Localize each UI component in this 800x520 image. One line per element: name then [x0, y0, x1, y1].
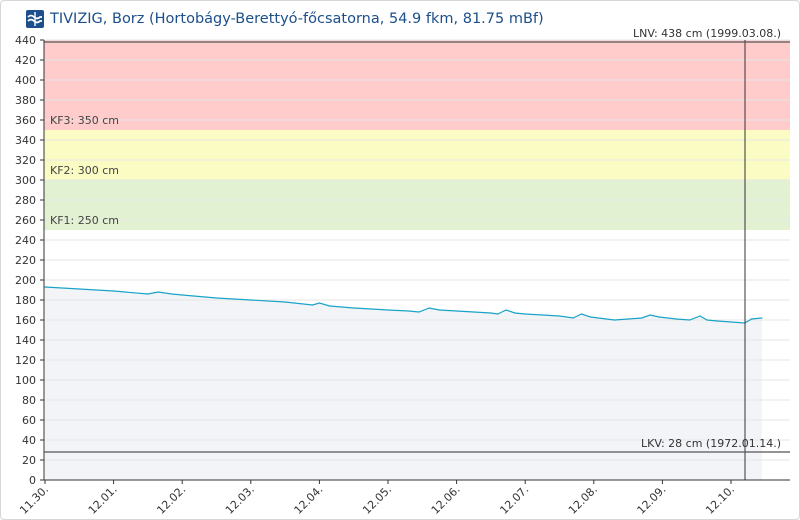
y-tick-label: 400: [15, 74, 36, 87]
alert-band-3: [44, 40, 790, 130]
y-tick-label: 100: [15, 374, 36, 387]
y-tick-label: 0: [29, 474, 36, 487]
series-point: [497, 313, 499, 315]
y-tick-label: 180: [15, 294, 36, 307]
series-point: [761, 317, 763, 319]
series-point: [699, 315, 701, 317]
x-tick-label: 12.03.: [223, 483, 257, 517]
series-point: [78, 288, 80, 290]
series-point: [505, 309, 507, 311]
series-point: [215, 297, 218, 299]
series-point: [658, 316, 660, 318]
series-point: [456, 310, 458, 312]
y-tick-label: 200: [15, 274, 36, 287]
series-point: [418, 311, 420, 313]
alert-band-label-3: KF3: 350 cm: [50, 114, 119, 127]
x-tick-label: 11.30.: [17, 483, 51, 517]
y-tick-label: 260: [15, 214, 36, 227]
x-tick-label: 12.08.: [566, 483, 600, 517]
series-point: [113, 290, 115, 292]
series-point: [750, 318, 753, 320]
series-point: [438, 309, 441, 311]
y-tick-label: 300: [15, 174, 36, 187]
x-tick-label: 12.09.: [635, 483, 669, 517]
y-tick-label: 60: [22, 414, 36, 427]
x-tick-label: 12.02.: [154, 483, 188, 517]
y-tick-label: 420: [15, 54, 36, 67]
alert-bands: [44, 40, 790, 230]
series-point: [407, 310, 410, 312]
series-point: [44, 286, 46, 288]
y-tick-label: 340: [15, 134, 36, 147]
reference-label-2: LKV: 28 cm (1972.01.14.): [641, 437, 781, 450]
series-point: [558, 315, 561, 317]
reference-lines: LNV: 438 cm (1999.03.08.) LKV: 28 cm (197…: [44, 27, 790, 480]
series-point: [730, 321, 732, 323]
series-point: [613, 319, 615, 321]
series-point: [490, 312, 492, 314]
series-point: [250, 299, 252, 301]
y-tick-label: 440: [15, 34, 36, 47]
series-point: [171, 293, 173, 295]
band-labels: KF1: 250 cm KF2: 300 cm KF3: 350 cm: [50, 114, 119, 227]
series-point: [572, 317, 574, 319]
series-point: [675, 318, 677, 320]
series-point: [353, 307, 355, 309]
series-point: [716, 320, 718, 322]
x-tick-label: 12.10.: [703, 483, 737, 517]
series-point: [514, 312, 516, 314]
series-point: [147, 293, 149, 295]
series-area: [45, 287, 762, 480]
alert-band-label-1: KF1: 250 cm: [50, 214, 119, 227]
series-point: [318, 302, 320, 304]
y-tick-label: 40: [22, 434, 36, 447]
y-tick-label: 160: [15, 314, 36, 327]
x-axis: 11.30. 12.01. 12.02. 12.03. 12.04. 12.05. 12.0…: [17, 479, 790, 517]
series-point: [329, 305, 331, 307]
series-point: [649, 314, 651, 316]
y-tick-label: 140: [15, 334, 36, 347]
chart-title: TIVIZIG, Borz (Hortobágy-Berettyó-főcsat…: [50, 11, 544, 27]
x-tick-label: 12.06.: [429, 483, 463, 517]
y-tick-label: 120: [15, 354, 36, 367]
reference-label-1: LNV: 438 cm (1999.03.08.): [633, 27, 781, 40]
series-point: [627, 318, 629, 320]
x-tick-label: 12.04.: [292, 483, 326, 517]
y-tick-label: 360: [15, 114, 36, 127]
series-point: [157, 291, 159, 293]
series-area-fill: [45, 287, 762, 480]
series-point: [311, 304, 314, 306]
y-axis: 0 20 40 60 80 100 120 140 160 180 200 220 240 260 280 3…: [15, 34, 45, 487]
alert-band-2: [44, 130, 790, 180]
x-tick-label: 12.01.: [86, 483, 120, 517]
alert-band-1: [44, 180, 790, 230]
y-tick-label: 80: [22, 394, 36, 407]
y-tick-label: 380: [15, 94, 36, 107]
y-tick-label: 20: [22, 454, 36, 467]
y-tick-label: 280: [15, 194, 36, 207]
series-point: [689, 319, 691, 321]
y-tick-label: 320: [15, 154, 36, 167]
series-point: [181, 294, 183, 296]
alert-band-label-2: KF2: 300 cm: [50, 164, 119, 177]
series-point: [580, 313, 583, 315]
series-point: [524, 313, 526, 315]
series-point: [428, 307, 430, 309]
series-point: [284, 301, 286, 303]
y-tick-label: 220: [15, 254, 36, 267]
series-point: [706, 319, 708, 321]
x-tick-label: 12.05.: [360, 483, 394, 517]
chart-header: TIVIZIG, Borz (Hortobágy-Berettyó-főcsat…: [0, 0, 800, 38]
y-tick-label: 240: [15, 234, 36, 247]
tivizig-logo-icon: [26, 10, 44, 28]
series-point: [387, 309, 389, 311]
series-point: [641, 317, 643, 319]
x-tick-label: 12.07.: [497, 483, 531, 517]
series-point: [589, 316, 591, 318]
